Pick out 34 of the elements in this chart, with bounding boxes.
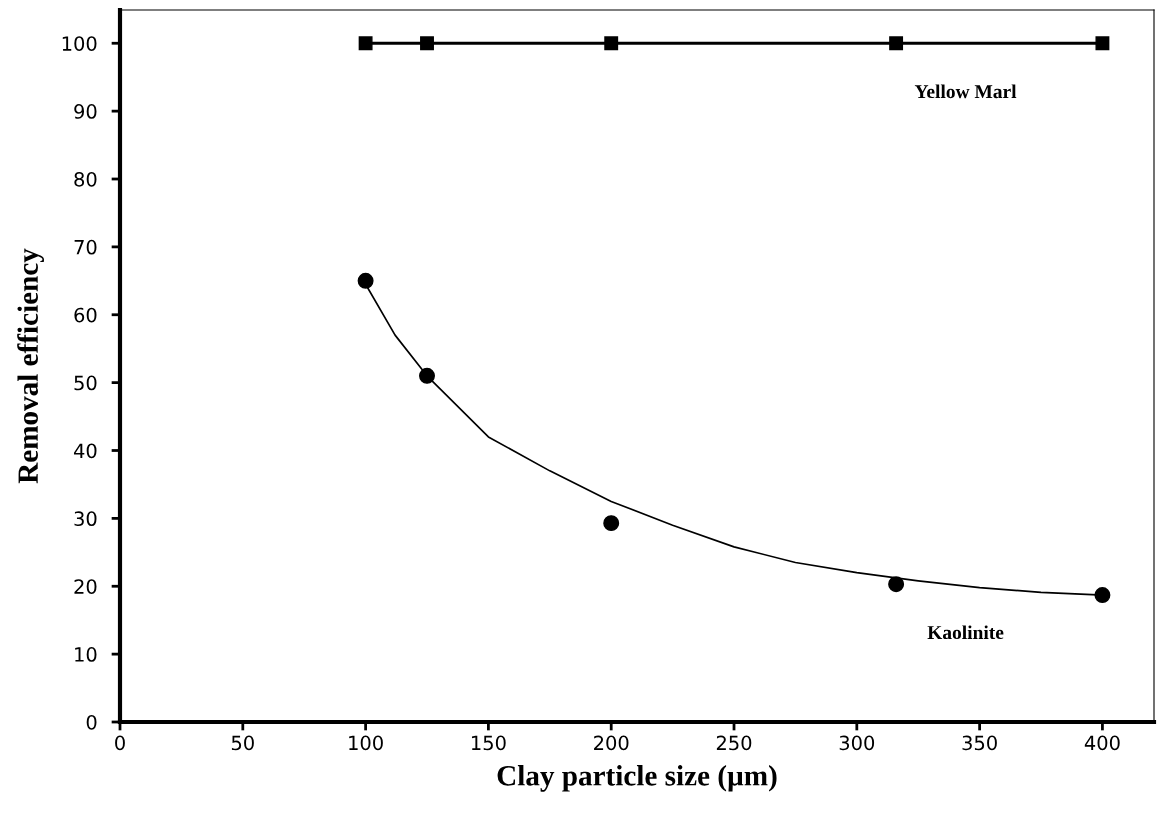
y-tick-label: 100	[62, 36, 97, 51]
y-tick-label: 90	[74, 104, 97, 119]
point	[420, 36, 434, 51]
text: Kaolinite	[927, 625, 1004, 640]
point	[604, 36, 619, 51]
x-tick-label: 0	[115, 735, 125, 751]
y-tick-label: 50	[74, 375, 97, 391]
x-tick-label: 150	[471, 735, 506, 751]
x-tick-label: 100	[349, 735, 383, 751]
point	[358, 36, 373, 51]
point	[419, 367, 435, 384]
x-tick-label: 400	[1084, 735, 1120, 751]
x-tick-label: 250	[716, 735, 752, 751]
series-label: Yellow Marl	[914, 84, 1017, 99]
point	[889, 36, 904, 51]
point	[357, 272, 374, 289]
y-tick-label: 30	[74, 511, 97, 527]
y-tick-label: 80	[74, 171, 97, 187]
y-tick-label: 0	[86, 714, 97, 730]
y-axis-title: Removal efficiency	[17, 248, 44, 484]
y-tick-label: 40	[73, 443, 97, 459]
x-tick-label: 350	[962, 735, 997, 751]
x-tick-label: 50	[231, 735, 254, 751]
y-tick-label: 60	[74, 307, 97, 323]
x-tick-label: 300	[839, 735, 875, 751]
y-tick-label: 70	[74, 239, 97, 255]
point	[1094, 587, 1111, 604]
x-tick-label: 200	[594, 735, 629, 751]
point	[1095, 36, 1110, 51]
y-tick-label: 20	[74, 579, 97, 594]
point	[603, 515, 620, 532]
x-axis-title: Clay particle size (µm)	[497, 765, 777, 792]
y-tick-label: 10	[75, 647, 97, 662]
point	[888, 576, 905, 593]
